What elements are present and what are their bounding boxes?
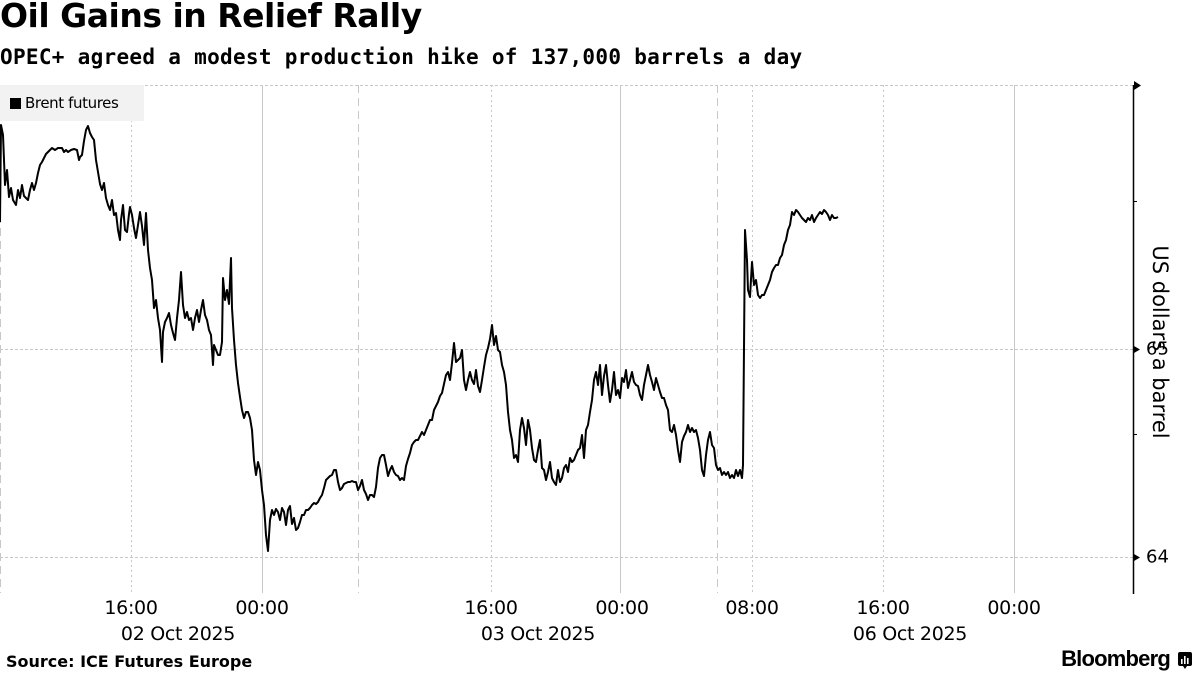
chart-subtitle: OPEC+ agreed a modest production hike of… bbox=[0, 45, 803, 69]
brent-futures-line bbox=[0, 124, 839, 552]
legend-label-brent-futures: Brent futures bbox=[25, 94, 119, 112]
x-tick-time: 16:00 bbox=[856, 597, 910, 619]
y-axis-title: US dollars a barrel bbox=[1148, 245, 1172, 439]
y-tick-label-65: 65 bbox=[1146, 338, 1169, 360]
x-tick-time: 16:00 bbox=[104, 597, 158, 619]
bloomberg-logo: Bloomberg bbox=[1061, 646, 1171, 671]
vertical-gridlines bbox=[0, 85, 1015, 593]
x-tick-date: 02 Oct 2025 bbox=[120, 623, 236, 645]
x-tick-time: 08:00 bbox=[725, 597, 779, 619]
source-note: Source: ICE Futures Europe bbox=[6, 652, 253, 671]
square-swatch-icon bbox=[10, 97, 21, 109]
axis-top-arrow-icon bbox=[1134, 81, 1141, 90]
x-tick-date: 06 Oct 2025 bbox=[852, 623, 968, 645]
tick-64-marker-icon bbox=[1134, 554, 1140, 561]
y-axis bbox=[1132, 81, 1141, 594]
horizontal-gridlines bbox=[0, 85, 1133, 558]
x-tick-time: 16:00 bbox=[464, 597, 518, 619]
chart-title: Oil Gains in Relief Rally bbox=[0, 0, 422, 35]
x-tick-time: 00:00 bbox=[595, 597, 649, 619]
x-tick-date: 03 Oct 2025 bbox=[480, 623, 596, 645]
tick-65-marker-icon bbox=[1134, 346, 1140, 353]
bloomberg-chart-icon bbox=[1178, 652, 1192, 669]
x-tick-time: 00:00 bbox=[987, 597, 1041, 619]
y-tick-label-64: 64 bbox=[1146, 546, 1169, 568]
x-tick-time: 00:00 bbox=[235, 597, 289, 619]
legend: Brent futures bbox=[0, 85, 144, 121]
